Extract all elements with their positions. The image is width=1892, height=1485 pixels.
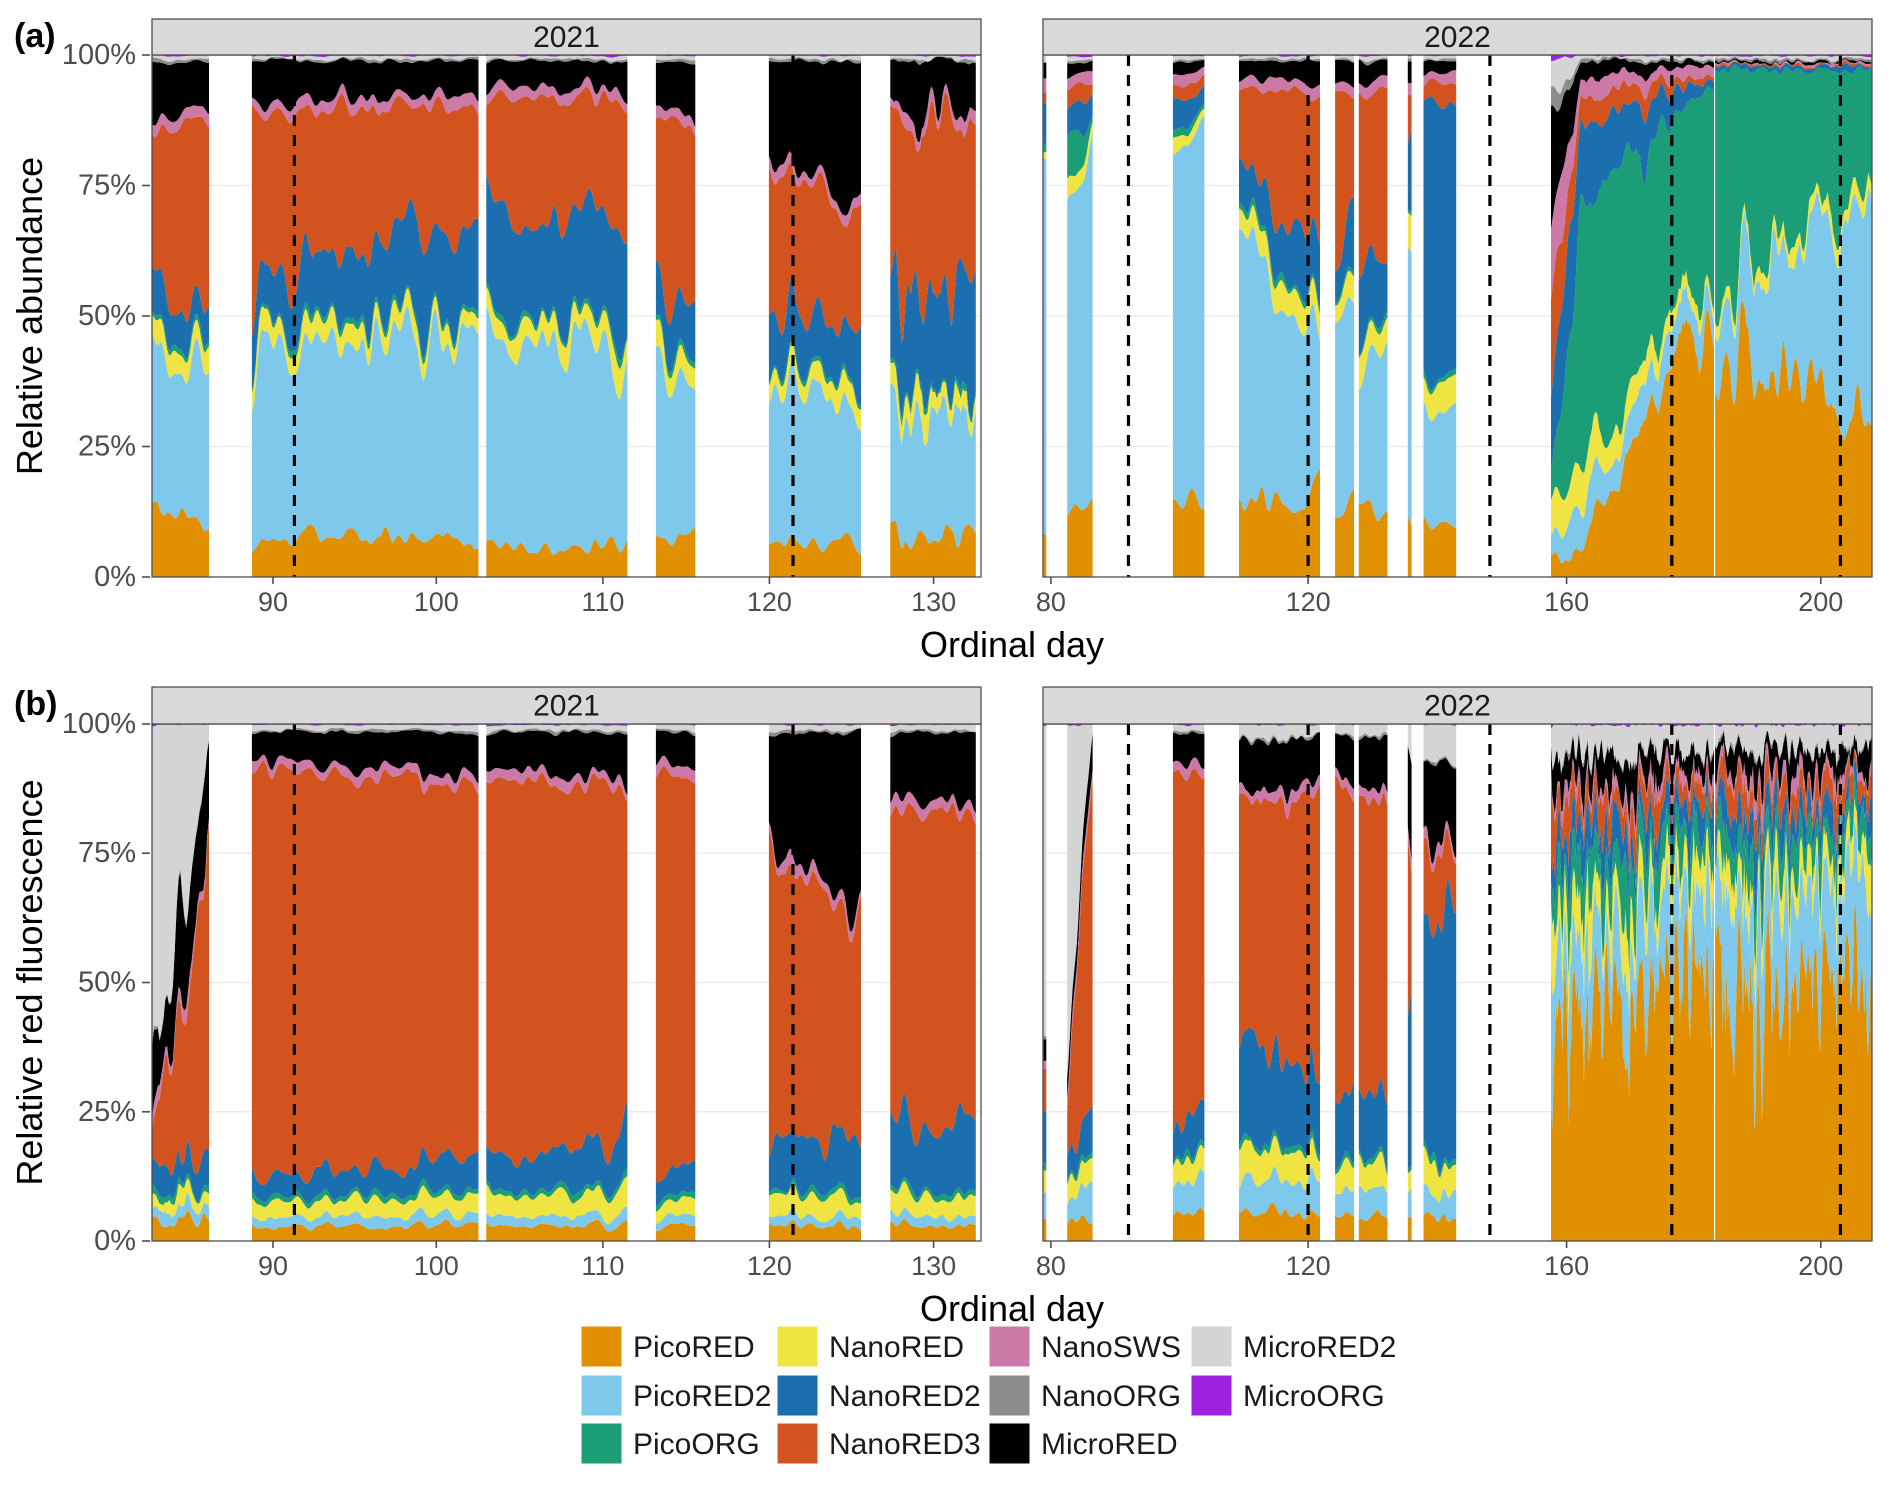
svg-text:(b): (b) <box>14 685 57 723</box>
svg-text:2022: 2022 <box>1424 21 1491 54</box>
svg-text:100: 100 <box>414 587 459 617</box>
svg-text:PicoRED: PicoRED <box>633 1331 755 1364</box>
svg-text:NanoRED2: NanoRED2 <box>829 1380 981 1413</box>
svg-text:130: 130 <box>911 1251 956 1281</box>
svg-text:100: 100 <box>414 1251 459 1281</box>
svg-text:100%: 100% <box>62 39 136 71</box>
svg-text:MicroORG: MicroORG <box>1243 1380 1385 1413</box>
svg-text:50%: 50% <box>78 967 136 999</box>
svg-text:120: 120 <box>747 587 792 617</box>
svg-text:MicroRED: MicroRED <box>1041 1428 1178 1461</box>
svg-text:Ordinal day: Ordinal day <box>920 624 1104 665</box>
svg-text:80: 80 <box>1036 1251 1066 1281</box>
svg-text:25%: 25% <box>78 1096 136 1128</box>
svg-text:120: 120 <box>1286 587 1331 617</box>
svg-text:90: 90 <box>258 587 288 617</box>
svg-text:0%: 0% <box>94 561 136 593</box>
svg-text:NanoRED: NanoRED <box>829 1331 964 1364</box>
svg-text:PicoORG: PicoORG <box>633 1428 760 1461</box>
svg-text:Relative abundance: Relative abundance <box>9 157 50 475</box>
svg-text:110: 110 <box>581 1251 624 1281</box>
svg-text:120: 120 <box>747 1251 792 1281</box>
svg-text:(a): (a) <box>14 17 56 55</box>
svg-text:90: 90 <box>258 1251 288 1281</box>
svg-text:200: 200 <box>1798 1251 1843 1281</box>
svg-text:160: 160 <box>1544 587 1589 617</box>
svg-text:Ordinal day: Ordinal day <box>920 1288 1104 1329</box>
svg-text:75%: 75% <box>78 837 136 869</box>
svg-text:NanoSWS: NanoSWS <box>1041 1331 1181 1364</box>
svg-text:NanoRED3: NanoRED3 <box>829 1428 981 1461</box>
svg-text:MicroRED2: MicroRED2 <box>1243 1331 1396 1364</box>
svg-text:160: 160 <box>1544 1251 1589 1281</box>
svg-text:2021: 2021 <box>533 690 600 723</box>
svg-text:50%: 50% <box>78 300 136 332</box>
svg-text:25%: 25% <box>78 431 136 463</box>
svg-text:0%: 0% <box>94 1225 136 1257</box>
svg-text:2021: 2021 <box>533 21 600 54</box>
svg-text:100%: 100% <box>62 708 136 740</box>
svg-text:130: 130 <box>911 587 956 617</box>
svg-text:2022: 2022 <box>1424 690 1491 723</box>
svg-text:110: 110 <box>581 587 624 617</box>
svg-text:75%: 75% <box>78 170 136 202</box>
svg-text:NanoORG: NanoORG <box>1041 1380 1181 1413</box>
svg-text:Relative red fluorescence: Relative red fluorescence <box>9 779 50 1185</box>
svg-text:PicoRED2: PicoRED2 <box>633 1380 771 1413</box>
svg-text:120: 120 <box>1286 1251 1331 1281</box>
svg-text:200: 200 <box>1798 587 1843 617</box>
svg-text:80: 80 <box>1036 587 1066 617</box>
